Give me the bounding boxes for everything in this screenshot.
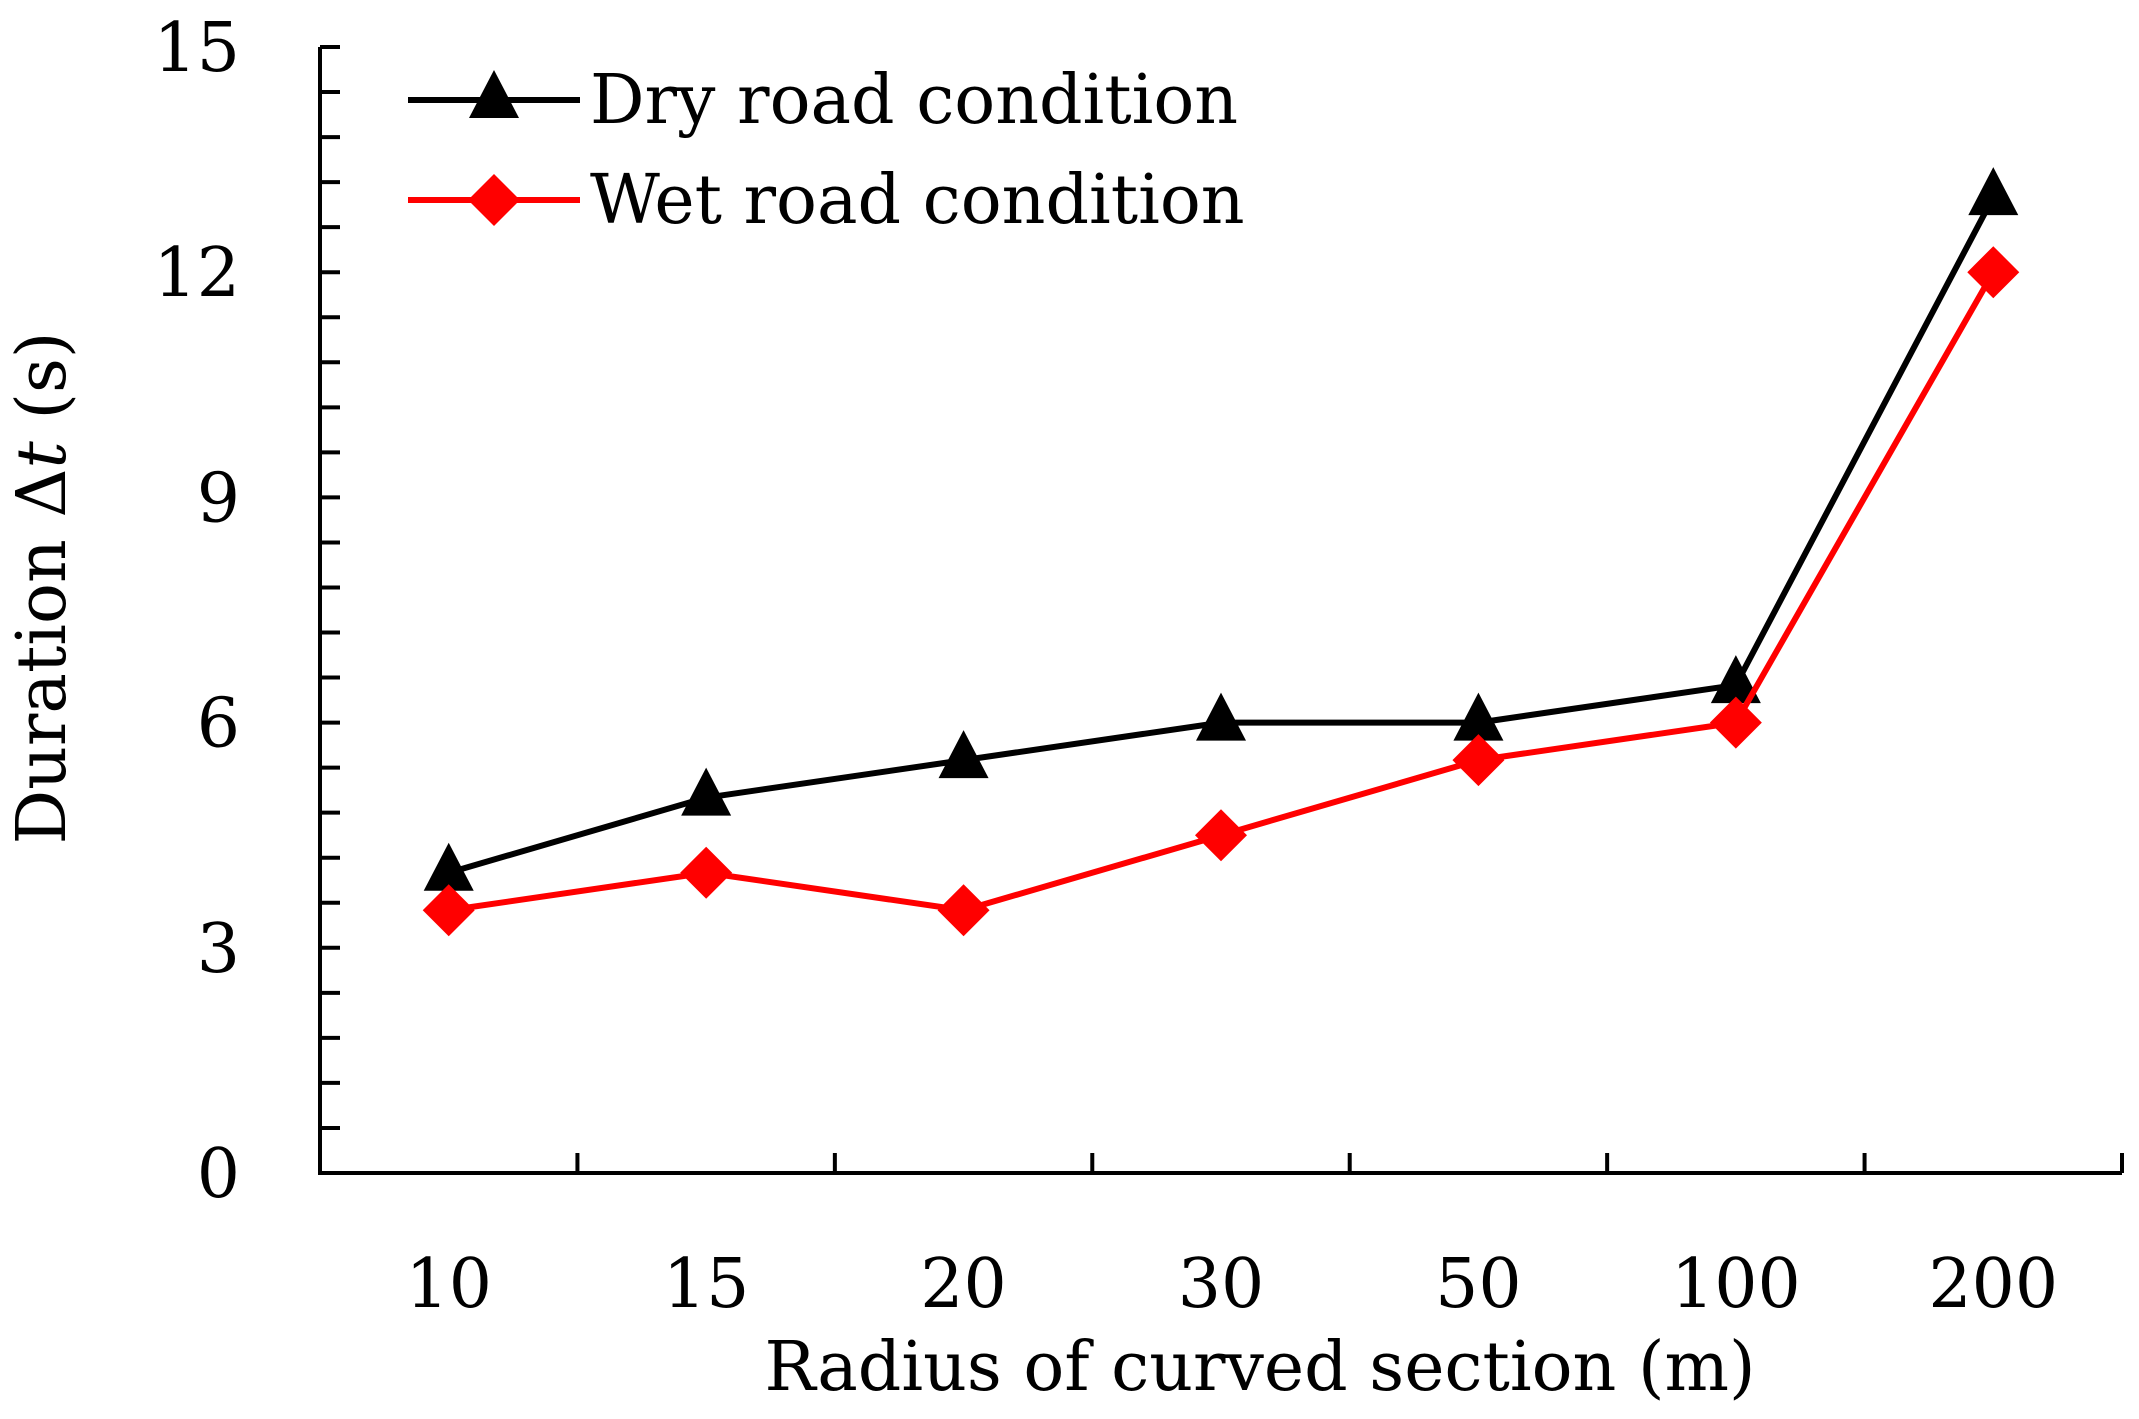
series-line bbox=[447, 195, 1996, 876]
legend: Dry road condition Wet road condition bbox=[408, 61, 1245, 240]
data-point-triangle bbox=[1968, 167, 2019, 216]
data-point-triangle bbox=[1453, 692, 1504, 741]
axes bbox=[318, 45, 2124, 1175]
data-point-diamond bbox=[1709, 696, 1762, 749]
data-point-diamond bbox=[422, 884, 475, 937]
data-point-diamond bbox=[1195, 809, 1247, 862]
data-point-triangle bbox=[1710, 655, 1761, 704]
legend-item: Dry road condition bbox=[408, 61, 1238, 140]
legend-item: Wet road condition bbox=[408, 161, 1245, 240]
series-wet bbox=[422, 246, 2020, 937]
y-axis-title-prefix: Duration Δ bbox=[3, 469, 82, 845]
x-tick-label: 30 bbox=[1178, 1245, 1265, 1324]
data-point-triangle bbox=[423, 842, 474, 891]
x-tick-label: 20 bbox=[920, 1245, 1007, 1324]
data-point-diamond bbox=[1452, 734, 1505, 787]
x-tick-label: 15 bbox=[663, 1245, 750, 1324]
data-point-diamond bbox=[680, 846, 733, 899]
y-axis-ticks bbox=[320, 45, 340, 1175]
y-tick-label: 3 bbox=[197, 910, 240, 989]
y-tick-label: 12 bbox=[153, 234, 240, 313]
series-dry bbox=[423, 167, 2019, 891]
data-point-triangle bbox=[1196, 692, 1246, 741]
x-axis-ticks bbox=[575, 1153, 2124, 1173]
y-tick-label: 6 bbox=[197, 685, 240, 764]
x-tick-label: 100 bbox=[1671, 1245, 1801, 1324]
legend-label: Wet road condition bbox=[590, 161, 1245, 240]
y-axis-title-suffix: (s) bbox=[3, 332, 82, 442]
y-axis-title: Duration Δt (s) bbox=[3, 332, 82, 845]
data-point-diamond bbox=[1967, 246, 2020, 299]
data-point-triangle bbox=[938, 730, 989, 779]
x-tick-label: 200 bbox=[1928, 1245, 2058, 1324]
x-tick-label: 10 bbox=[405, 1245, 492, 1324]
data-point-triangle bbox=[681, 767, 732, 816]
x-axis-tick-labels: 10 15 20 30 50 100 200 bbox=[405, 1245, 2058, 1324]
legend-label: Dry road condition bbox=[590, 61, 1238, 140]
y-tick-label: 9 bbox=[197, 459, 240, 538]
x-axis-title: Radius of curved section (m) bbox=[765, 1328, 1756, 1407]
y-axis-title-variable: t bbox=[3, 441, 82, 469]
y-axis-tick-labels: 0 3 6 9 12 15 bbox=[153, 9, 240, 1214]
y-tick-label: 15 bbox=[153, 9, 240, 88]
legend-marker-diamond bbox=[468, 174, 520, 226]
legend-marker-triangle bbox=[469, 70, 519, 118]
x-tick-label: 50 bbox=[1435, 1245, 1522, 1324]
y-tick-label: 0 bbox=[197, 1135, 240, 1214]
series-layer bbox=[422, 167, 2020, 937]
data-point-diamond bbox=[937, 884, 990, 937]
